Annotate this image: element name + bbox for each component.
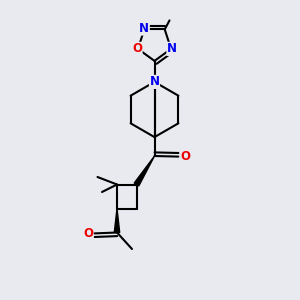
Text: O: O: [180, 150, 190, 163]
Text: N: N: [167, 42, 177, 56]
Text: O: O: [83, 227, 93, 240]
Polygon shape: [134, 156, 154, 186]
Text: O: O: [132, 42, 142, 56]
Text: N: N: [139, 22, 149, 35]
Text: N: N: [149, 75, 160, 88]
Polygon shape: [114, 208, 120, 232]
